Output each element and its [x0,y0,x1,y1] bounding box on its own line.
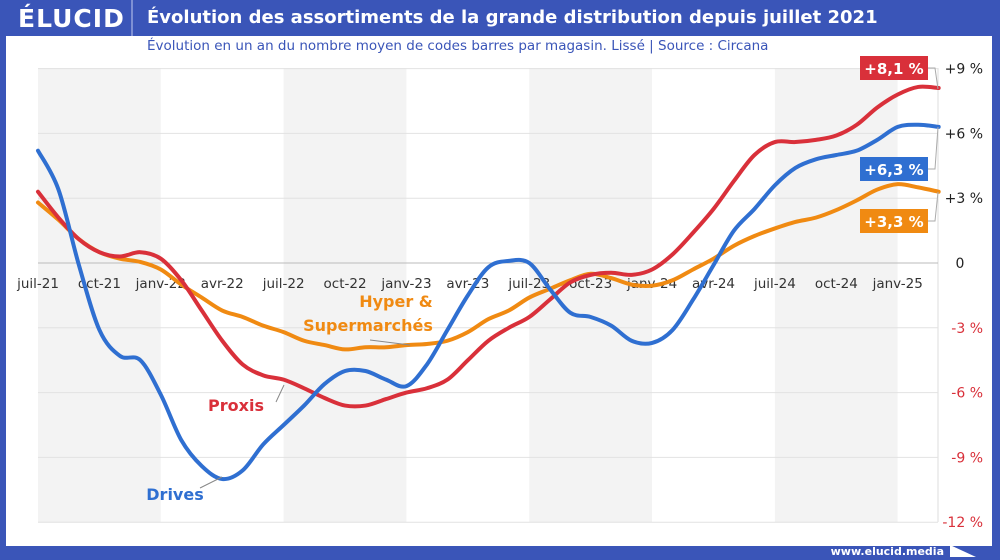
x-tick-label: avr-22 [201,276,244,292]
x-tick-label: juil-21 [16,276,59,292]
series-label-hyper-line2: Supermarchés [303,316,433,335]
x-tick-label: oct-24 [815,276,858,292]
y-tick-label: +3 % [945,191,983,207]
background-band [652,68,775,522]
x-tick-label: juil-24 [753,276,796,292]
elucid-mark-icon [950,545,976,557]
series-label-proxis: Proxis [208,396,264,415]
background-band [283,68,407,522]
y-tick-label: -6 % [951,386,983,402]
elucid-logo: ÉLUCID [18,4,125,33]
y-tick-label: +6 % [945,126,983,142]
background-band [160,68,284,522]
leader-line [369,339,411,346]
x-tick-label: janv-25 [872,276,923,292]
chart-title: Évolution des assortiments de la grande … [147,7,878,28]
series-line-proxis [36,84,941,409]
series-label-hyper-line1: Hyper & [359,292,433,311]
leader-line [275,384,285,403]
y-tick-label: -12 % [942,515,983,531]
end-value-box [860,157,928,181]
end-value-label: +8,1 % [864,60,923,78]
x-tick-label: juil-22 [262,276,305,292]
chart-subtitle: Évolution en un an du nombre moyen de co… [147,38,769,54]
background-band [529,68,653,522]
footer-url[interactable]: www.elucid.media [830,545,944,558]
background-band [897,68,938,522]
end-value-box [860,56,928,80]
end-value-box [860,209,928,233]
end-value-label: +6,3 % [864,161,923,179]
x-tick-label: avr-23 [446,276,489,292]
y-tick-label: -9 % [951,450,983,466]
series-label-drives: Drives [146,485,203,504]
header: ÉLUCID Évolution des assortiments de la … [0,0,1000,36]
x-tick-label: oct-22 [324,276,367,292]
y-tick-label: -3 % [951,321,983,337]
x-tick-label: janv-23 [380,276,431,292]
background-band [38,68,161,522]
x-tick-label: oct-21 [78,276,121,292]
end-value-label: +3,3 % [864,213,923,231]
y-tick-label: +9 % [945,62,983,78]
header-divider [131,0,133,36]
x-tick-label: juil-23 [507,276,550,292]
leader-line [928,126,939,170]
leader-line [928,67,939,90]
leader-line [928,191,939,222]
series-line-drives [36,122,941,482]
y-tick-label: 0 [956,256,965,272]
leader-line [199,476,223,489]
